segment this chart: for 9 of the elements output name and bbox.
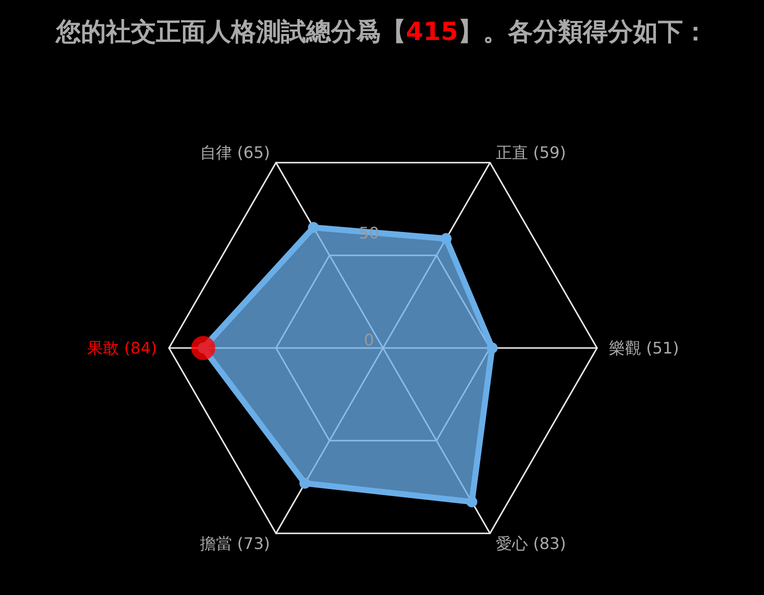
chart-title: 您的社交正面人格測試總分爲【415】。各分類得分如下： xyxy=(54,17,708,46)
spoke-label: 擔當 (73) xyxy=(200,534,270,554)
y-tick-label: 50 xyxy=(358,224,380,242)
spoke-label: 果敢 (84) xyxy=(87,338,157,358)
spoke-label: 樂觀 (51) xyxy=(609,338,679,358)
spoke-label: 愛心 (83) xyxy=(496,534,566,554)
spoke-label: 自律 (65) xyxy=(200,142,270,162)
spoke-label: 正直 (59) xyxy=(496,142,566,162)
y-tick-label: 0 xyxy=(364,330,374,350)
